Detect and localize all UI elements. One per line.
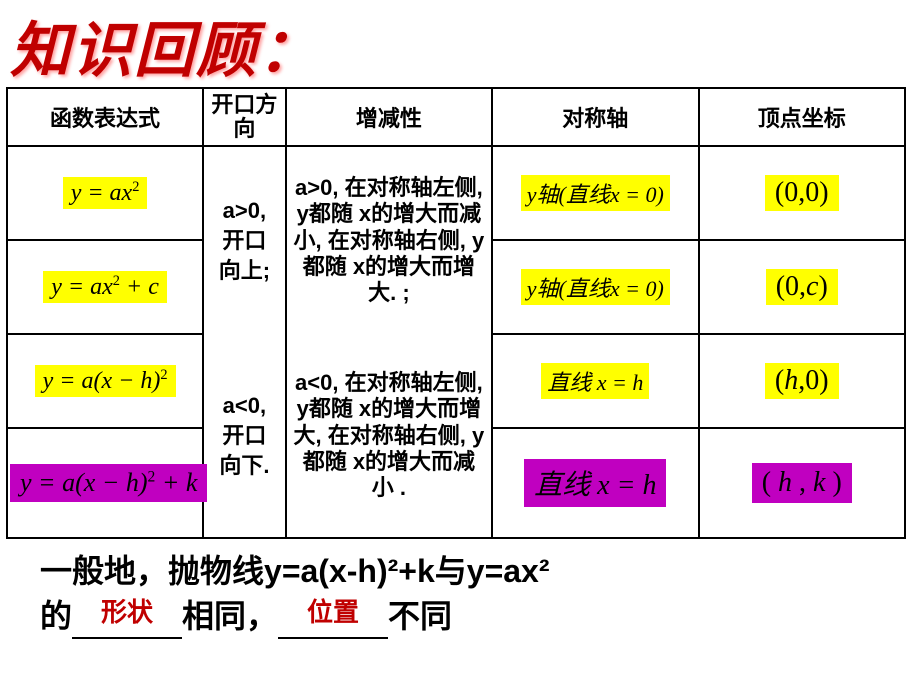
bottom-line2-pre: 的 [40,598,72,634]
axis-3: 直线 x = h [541,363,649,399]
bottom-summary: 一般地，抛物线y=a(x-h)²+k与y=ax² 的形状相同，位置不同 [0,539,920,639]
direction-neg: a<0,开口向下. [203,334,286,538]
blank-2: 位置 [278,602,388,639]
col-header-vertex: 顶点坐标 [699,88,905,146]
bottom-formula-2: y=ax² [467,553,550,589]
expr-4: y = a(x − h)2 + k [10,464,207,502]
vertex-2: (0,c) [766,269,838,305]
page-title: 知识回顾： [0,0,920,91]
blank-1: 形状 [72,602,182,639]
table-header-row: 函数表达式 开口方向 增减性 对称轴 顶点坐标 [7,88,905,146]
vertex-1: (0,0) [765,175,839,211]
monotone-neg: a<0, 在对称轴左侧, y都随 x的增大而增大, 在对称轴右侧, y都随 x的… [286,334,492,538]
expr-3: y = a(x − h)2 [35,365,176,397]
review-table: 函数表达式 开口方向 增减性 对称轴 顶点坐标 y = ax2 a>0,开口向上… [6,87,906,539]
col-header-mono: 增减性 [286,88,492,146]
vertex-4: ( h , k ) [752,463,852,503]
axis-2: y轴(直线x = 0) [521,269,670,305]
bottom-line1-pre: 一般地，抛物线 [40,553,264,589]
expr-2: y = ax2 + c [43,271,167,303]
bottom-line2-end: 不同 [388,598,452,634]
bottom-line1-mid: 与 [435,553,467,589]
bottom-formula-1: y=a(x-h)²+k [264,553,435,589]
table-row: y = a(x − h)2 a<0,开口向下. a<0, 在对称轴左侧, y都随… [7,334,905,428]
table-row: y = ax2 a>0,开口向上; a>0, 在对称轴左侧, y都随 x的增大而… [7,146,905,240]
monotone-pos: a>0, 在对称轴左侧, y都随 x的增大而减小, 在对称轴右侧, y都随 x的… [286,146,492,334]
vertex-3: (h,0) [765,363,839,399]
direction-pos: a>0,开口向上; [203,146,286,334]
col-header-axis: 对称轴 [492,88,698,146]
col-header-dir: 开口方向 [203,88,286,146]
blank-1-text: 形状 [72,594,182,630]
bottom-line2-mid: 相同， [182,598,278,634]
axis-4: 直线 x = h [524,459,666,507]
col-header-expr: 函数表达式 [7,88,203,146]
expr-1: y = ax2 [63,177,148,209]
blank-2-text: 位置 [278,594,388,630]
axis-1: y轴(直线x = 0) [521,175,670,211]
